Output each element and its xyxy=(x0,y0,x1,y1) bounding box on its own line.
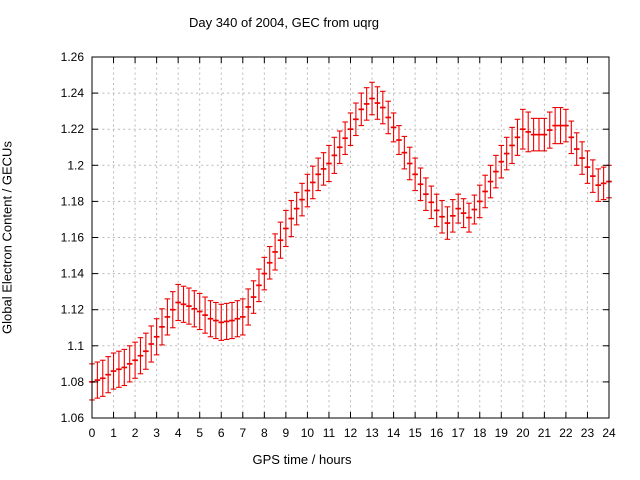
x-tick-label: 15 xyxy=(408,426,422,440)
x-tick-label: 0 xyxy=(89,426,96,440)
x-tick-label: 23 xyxy=(581,426,595,440)
y-tick-label: 1.1 xyxy=(67,339,84,353)
y-tick-label: 1.12 xyxy=(61,303,85,317)
x-tick-label: 17 xyxy=(452,426,466,440)
y-tick-label: 1.16 xyxy=(61,231,85,245)
x-tick-label: 11 xyxy=(323,426,336,440)
y-tick-label: 1.2 xyxy=(67,158,84,172)
y-axis-label: Global Electron Content / GECUs xyxy=(0,141,15,334)
tick-labels: 0 1 2 3 4 5 6 7 8 9 10 11 12 13 14 15 16 17 18 19 20 21 22 23 24… xyxy=(61,50,616,440)
x-tick-label: 10 xyxy=(301,426,315,440)
x-tick-label: 21 xyxy=(538,426,552,440)
axes-frame xyxy=(91,56,610,419)
x-tick-label: 2 xyxy=(132,426,139,440)
x-tick-label: 9 xyxy=(283,426,290,440)
x-tick-label: 16 xyxy=(430,426,444,440)
chart-title: Day 340 of 2004, GEC from uqrg xyxy=(188,15,380,30)
y-tick-label: 1.18 xyxy=(61,194,85,208)
x-tick-label: 5 xyxy=(196,426,203,440)
grid-lines xyxy=(92,57,609,418)
x-tick-label: 24 xyxy=(602,426,616,440)
x-tick-label: 19 xyxy=(495,426,509,440)
x-tick-label: 14 xyxy=(387,426,401,440)
y-tick-label: 1.06 xyxy=(61,411,85,425)
x-axis-label: GPS time / hours xyxy=(252,452,352,467)
x-tick-label: 3 xyxy=(153,426,160,440)
y-tick-label: 1.22 xyxy=(61,122,85,136)
x-tick-label: 18 xyxy=(473,426,487,440)
x-tick-label: 22 xyxy=(559,426,573,440)
x-tick-label: 12 xyxy=(344,426,358,440)
x-tick-label: 1 xyxy=(110,426,117,440)
y-tick-label: 1.14 xyxy=(61,267,85,281)
x-tick-label: 13 xyxy=(365,426,379,440)
x-tick-label: 6 xyxy=(218,426,225,440)
error-bar-series xyxy=(89,81,612,401)
x-tick-label: 4 xyxy=(175,426,182,440)
y-tick-label: 1.26 xyxy=(61,50,85,64)
y-tick-label: 1.24 xyxy=(61,86,85,100)
y-tick-label: 1.08 xyxy=(61,375,85,389)
x-tick-label: 20 xyxy=(516,426,530,440)
x-tick-label: 8 xyxy=(261,426,268,440)
x-tick-label: 7 xyxy=(239,426,246,440)
